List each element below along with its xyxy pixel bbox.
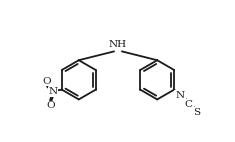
Text: S: S [193,108,200,117]
Text: O: O [47,101,55,110]
Text: N: N [48,87,58,96]
Text: C: C [185,100,193,109]
Text: N: N [176,91,184,100]
Text: O: O [43,77,51,86]
Text: NH: NH [109,40,127,49]
